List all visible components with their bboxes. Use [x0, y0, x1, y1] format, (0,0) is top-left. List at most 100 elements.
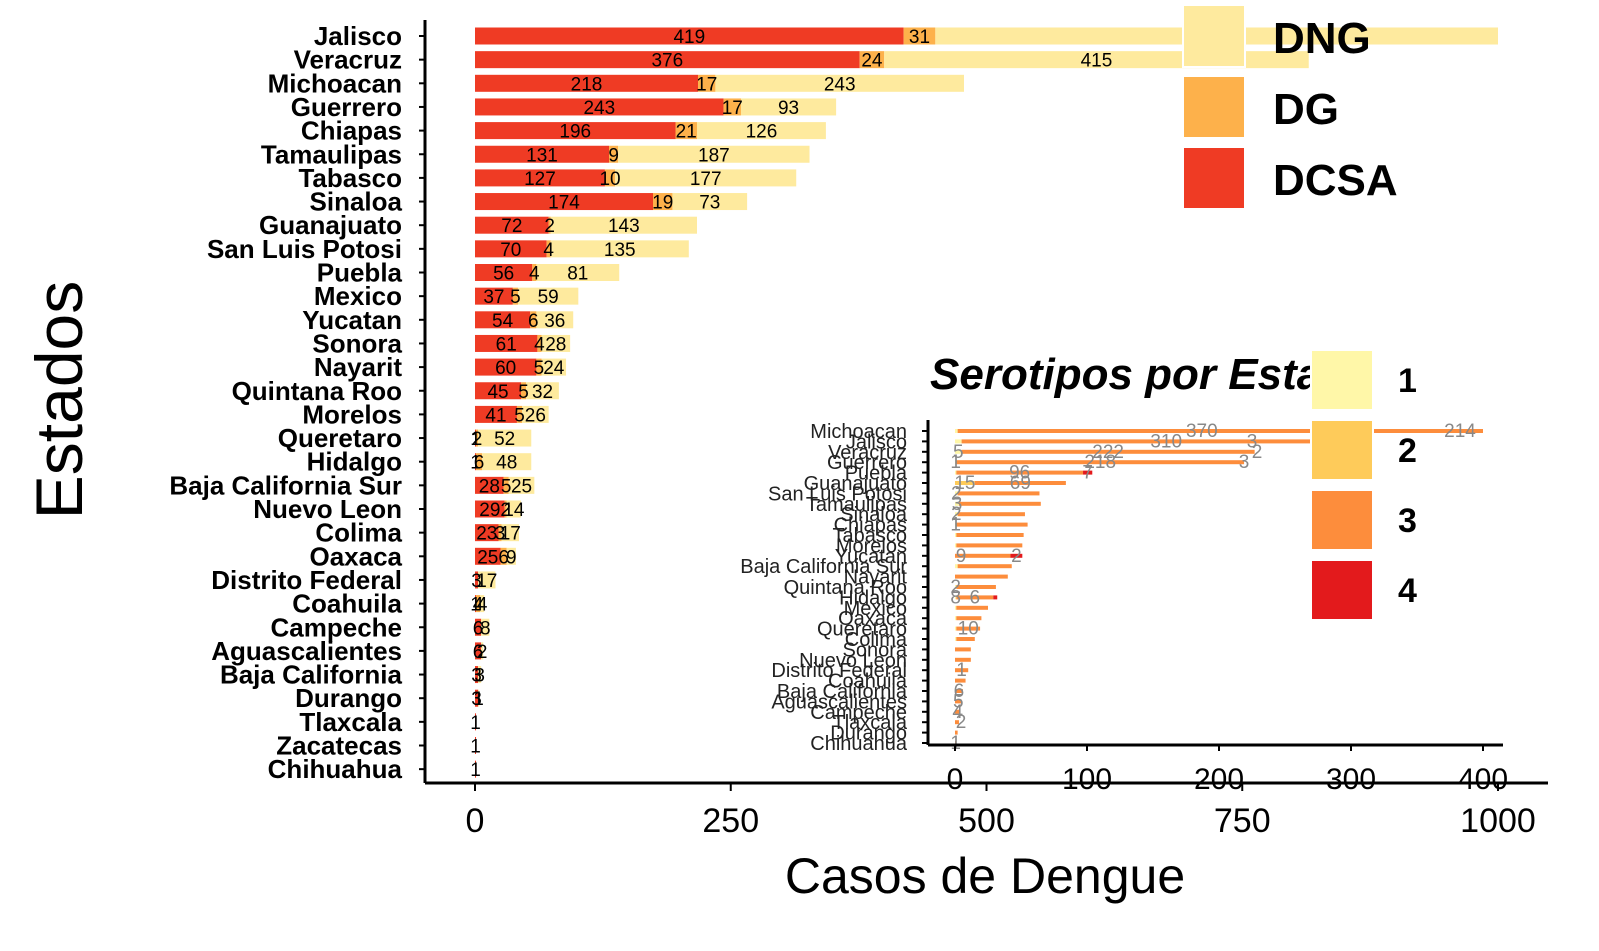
- inset-bar-1: [955, 512, 958, 517]
- bar-dg: [903, 27, 936, 45]
- bar-value-label: 6: [473, 618, 484, 639]
- inset-y-tick-label: Mexico: [844, 598, 907, 620]
- bar-value-label: 177: [690, 169, 722, 190]
- y-tick-label: Nayarit: [314, 352, 402, 382]
- inset-y-tick-label: Baja California Sur: [740, 556, 907, 578]
- bar-dcsa: [475, 169, 605, 187]
- inset-value-label: 2: [951, 504, 962, 525]
- inset-value-label: 3: [952, 494, 963, 515]
- inset-value-label: 2: [1252, 442, 1263, 463]
- bar-dcsa: [475, 595, 477, 613]
- inset-value-label: 2: [951, 483, 962, 504]
- bar-value-label: 196: [559, 122, 591, 143]
- x-tick-label: 500: [958, 802, 1015, 840]
- inset-value-label: 1: [950, 452, 961, 473]
- bar-dng: [478, 429, 532, 447]
- inset-legend-swatch: [1310, 349, 1374, 411]
- bar-value-label: 5: [534, 358, 545, 379]
- inset-x-tick-label: 0: [947, 763, 964, 796]
- bar-dcsa: [475, 358, 537, 376]
- x-axis-title: Casos de Dengue: [785, 848, 1185, 904]
- inset-value-label: 1: [956, 660, 967, 681]
- inset-value-label: 8: [950, 587, 961, 608]
- inset-y-tick-label: Nayarit: [844, 567, 908, 589]
- inset-bar-1: [955, 605, 957, 610]
- legend-label: DNG: [1273, 14, 1371, 63]
- bar-dg: [604, 169, 616, 187]
- inset-bar-3: [955, 709, 961, 714]
- x-tick-label: 1000: [1460, 802, 1536, 840]
- bar-dg: [500, 547, 507, 565]
- legend-swatch: [1182, 75, 1246, 139]
- bar-dcsa: [475, 240, 547, 258]
- bar-dng: [536, 311, 574, 329]
- bar-value-label: 3: [471, 571, 482, 592]
- inset-value-label: 9: [956, 546, 967, 567]
- bar-value-label: 17: [500, 524, 521, 545]
- inset-value-label: 5: [953, 691, 964, 712]
- bar-dcsa: [475, 429, 477, 447]
- bar-dcsa: [475, 98, 724, 116]
- bar-value-label: 72: [501, 216, 522, 237]
- y-tick-label: Coahuila: [292, 589, 402, 619]
- inset-y-tick-label: Quintana Roo: [784, 577, 907, 599]
- bar-value-label: 187: [698, 145, 730, 166]
- bar-dcsa: [475, 713, 477, 731]
- bar-dcsa: [475, 334, 538, 352]
- inset-bar-3: [955, 720, 959, 725]
- inset-bar-3: [957, 491, 1040, 496]
- bar-dg: [723, 98, 741, 116]
- y-tick-label: Tabasco: [298, 163, 402, 193]
- inset-chart: MichoacanJaliscoVeracruzGuerreroPueblaGu…: [740, 349, 1508, 796]
- inset-value-label: 96: [1009, 463, 1030, 484]
- x-tick-label: 750: [1214, 802, 1271, 840]
- bar-value-label: 143: [608, 216, 640, 237]
- inset-value-label: 222: [1092, 442, 1124, 463]
- y-tick-label: Tlaxcala: [299, 707, 402, 737]
- y-tick-label: Colima: [315, 518, 402, 548]
- bar-dng: [508, 476, 535, 494]
- bar-dcsa: [475, 737, 477, 754]
- inset-bar-3: [955, 657, 971, 662]
- bar-dcsa: [475, 500, 505, 518]
- bar-value-label: 5: [514, 405, 525, 426]
- bar-value-label: 126: [746, 122, 778, 143]
- bar-dng: [481, 642, 484, 660]
- bar-dg: [532, 264, 537, 281]
- bar-dng: [478, 571, 496, 589]
- inset-y-tick-label: Morelos: [836, 535, 907, 557]
- y-tick-label: Veracruz: [294, 45, 402, 75]
- inset-bar-1: [955, 585, 957, 589]
- bar-value-label: 3: [471, 666, 482, 687]
- bar-value-label: 2: [500, 500, 511, 521]
- bar-value-label: 218: [571, 74, 603, 95]
- inset-x-tick-label: 200: [1194, 763, 1244, 796]
- bar-value-label: 4: [477, 595, 488, 616]
- bar-dng: [517, 287, 579, 305]
- bar-dg: [530, 311, 537, 329]
- inset-bar-3: [974, 481, 1066, 485]
- inset-y-tick-label: Yucatan: [835, 546, 907, 568]
- inset-legend-label: 4: [1398, 572, 1417, 610]
- inset-bar-3: [955, 668, 969, 673]
- bar-dg: [536, 358, 542, 376]
- bar-dng: [506, 500, 522, 518]
- inset-legend-label: 2: [1398, 432, 1417, 470]
- bar-dng: [618, 145, 810, 163]
- y-tick-label: Puebla: [317, 258, 403, 288]
- y-tick-label: Morelos: [302, 399, 402, 429]
- inset-y-tick-label: Tlaxcala: [833, 712, 908, 734]
- bar-value-label: 17: [696, 74, 717, 95]
- bar-value-label: 243: [824, 74, 856, 95]
- bar-dng: [536, 264, 620, 281]
- inset-y-tick-label: Campeche: [810, 702, 907, 724]
- inset-bar-1: [955, 616, 957, 621]
- bar-dng: [480, 595, 485, 613]
- bar-value-label: 5: [510, 287, 521, 308]
- bar-value-label: 4: [529, 264, 540, 285]
- inset-y-tick-label: Jalisco: [846, 431, 907, 453]
- bar-value-label: 3: [471, 689, 482, 710]
- inset-y-tick-label: San Luis Potosi: [768, 483, 907, 505]
- inset-value-label: 15: [954, 473, 975, 494]
